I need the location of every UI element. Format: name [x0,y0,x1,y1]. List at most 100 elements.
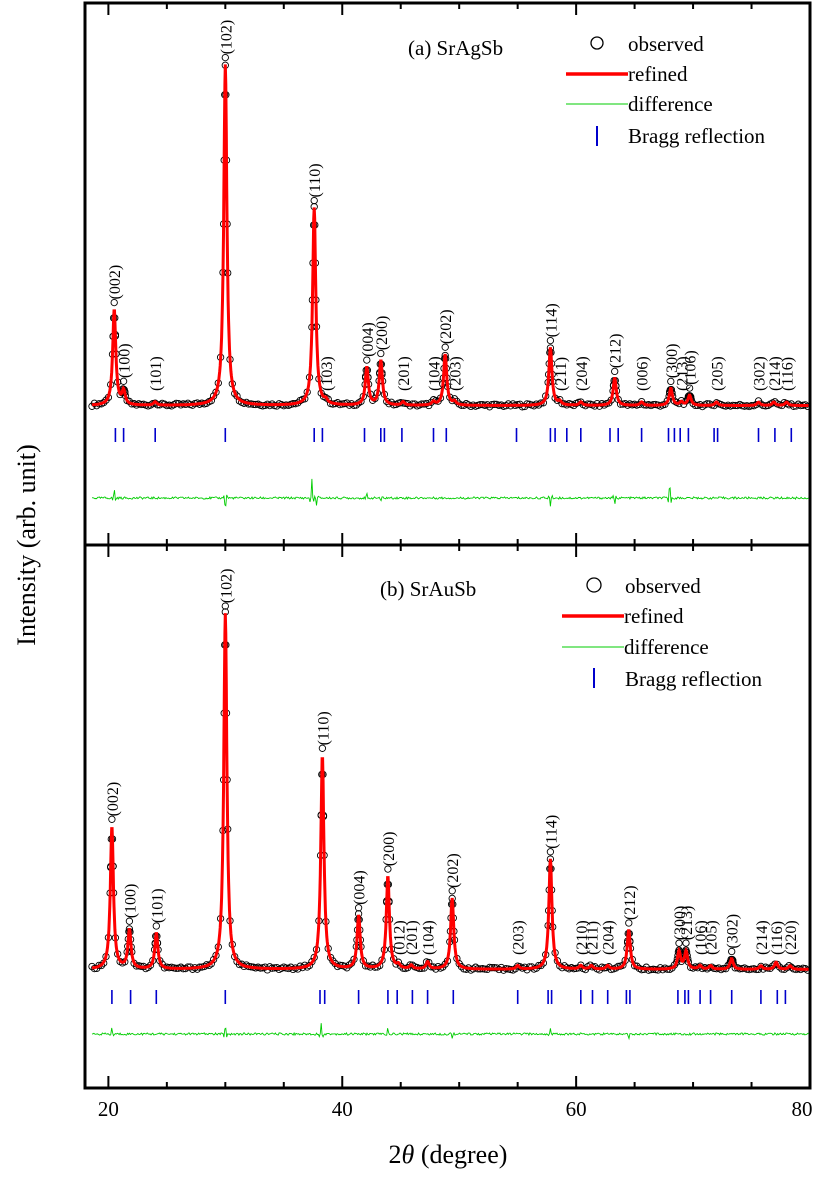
x-axis-label-post: (degree) [414,1140,507,1169]
hkl-label: (200) [374,316,391,351]
hkl-label: (211) [584,921,601,955]
observed-point [432,965,440,973]
hkl-label: (205) [704,920,721,955]
observed-point [485,963,494,972]
hkl-label: (203) [448,356,465,391]
hkl-label: (205) [710,356,727,391]
hkl-label: (106) [693,920,710,955]
legend-refined-label: refined [628,62,688,86]
x-axis-label: 2θ (degree) [389,1140,508,1169]
hkl-label: (201) [396,356,413,391]
observed-point [682,939,690,947]
hkl-labels: (002) (100) (101) (102) (110) (004) (200) (012)… [105,569,800,955]
hkl-label: (214) [754,920,771,955]
hkl-label: (110) [315,711,332,745]
observed-point [119,377,128,385]
hkl-label: (002) [107,265,124,300]
legend-observed-label: observed [625,574,701,598]
hkl-label: (012) [391,920,408,955]
panel-b-frame [83,543,812,1090]
observed-point [146,961,155,969]
observed-point [384,865,392,873]
hkl-label: (100) [122,884,139,919]
hkl-label: (101) [149,888,166,923]
observed-point [310,196,318,205]
hkl-label: (004) [352,870,369,905]
difference-curve [91,478,809,507]
observed-point [152,922,160,930]
observed-point [619,961,627,969]
hkl-label: (004) [360,322,377,357]
x-axis-label-theta: θ [402,1140,415,1169]
legend-refined-label: refined [624,604,684,628]
observed-point [625,919,633,927]
x-tick-label: 20 [98,1097,119,1121]
hkl-label: (102) [218,569,235,604]
observed-point [354,904,363,912]
x-tick-label: 40 [332,1097,353,1121]
hkl-label: (102) [218,20,235,55]
hkl-label: (214) [767,356,784,391]
hkl-label: (302) [752,356,769,391]
hkl-label: (106) [683,350,700,385]
observed-point [667,377,675,386]
observed-point [448,887,456,895]
observed-point [110,298,118,307]
hkl-label: (104) [421,920,438,955]
hkl-label: (201) [404,920,421,955]
hkl-label: (302) [725,914,742,949]
observed-point [221,53,229,62]
hkl-label: (116) [769,921,786,955]
legend-observed-marker [590,36,604,50]
panel-a-label: (a) SrAgSb [408,36,503,60]
legend-bragg-label: Bragg reflection [625,667,763,691]
hkl-label: (002) [105,782,122,817]
legend-b: observed refined difference Bragg reflec… [562,574,763,691]
refined-curve [91,64,809,407]
hkl-label: (212) [622,885,639,920]
hkl-label: (220) [783,920,800,955]
hkl-label: (212) [608,334,625,369]
observed-point [675,939,683,947]
observed-point [308,958,316,966]
observed-point [363,356,371,364]
bragg-ticks [111,990,787,1004]
legend-difference-label: difference [628,92,713,116]
observed-point [775,963,784,971]
hkl-label: (116) [780,357,797,391]
panel-b: (002) (100) (101) (102) (110) (004) (200) (012)… [88,569,812,1041]
hkl-label: (213) [679,906,696,941]
hkl-label: (203) [511,920,528,955]
hkl-label: (104) [427,356,444,391]
observed-point [357,397,365,406]
hkl-label: (200) [381,832,398,867]
hkl-label: (213) [674,356,691,391]
observed-point [685,384,694,392]
legend-bragg-label: Bragg reflection [628,124,766,148]
hkl-label: (211) [553,357,570,391]
observed-point [728,947,736,956]
observed-point [546,848,555,856]
hkl-label: (300) [664,344,681,379]
observed-point [441,343,449,351]
observed-point [377,349,385,358]
legend-observed-label: observed [628,32,704,56]
x-axis-label-pre: 2 [389,1140,402,1169]
panel-a-frame [83,1,812,547]
legend-observed-marker [586,577,602,593]
hkl-label: (103) [319,356,336,391]
hkl-label: (100) [117,343,134,378]
hkl-labels: (002) (100) (101) (102) (110) (103) (004)(200)… [107,20,796,391]
observed-point [611,367,619,376]
observed-point [546,336,555,345]
observed-point [577,398,585,406]
legend-difference-label: difference [624,635,709,659]
hkl-label: (114) [543,815,560,849]
observed-point [125,917,134,925]
difference-curve [91,1023,809,1041]
observed-point [108,815,116,823]
hkl-label: (101) [148,356,165,391]
refined-curve [91,613,809,971]
